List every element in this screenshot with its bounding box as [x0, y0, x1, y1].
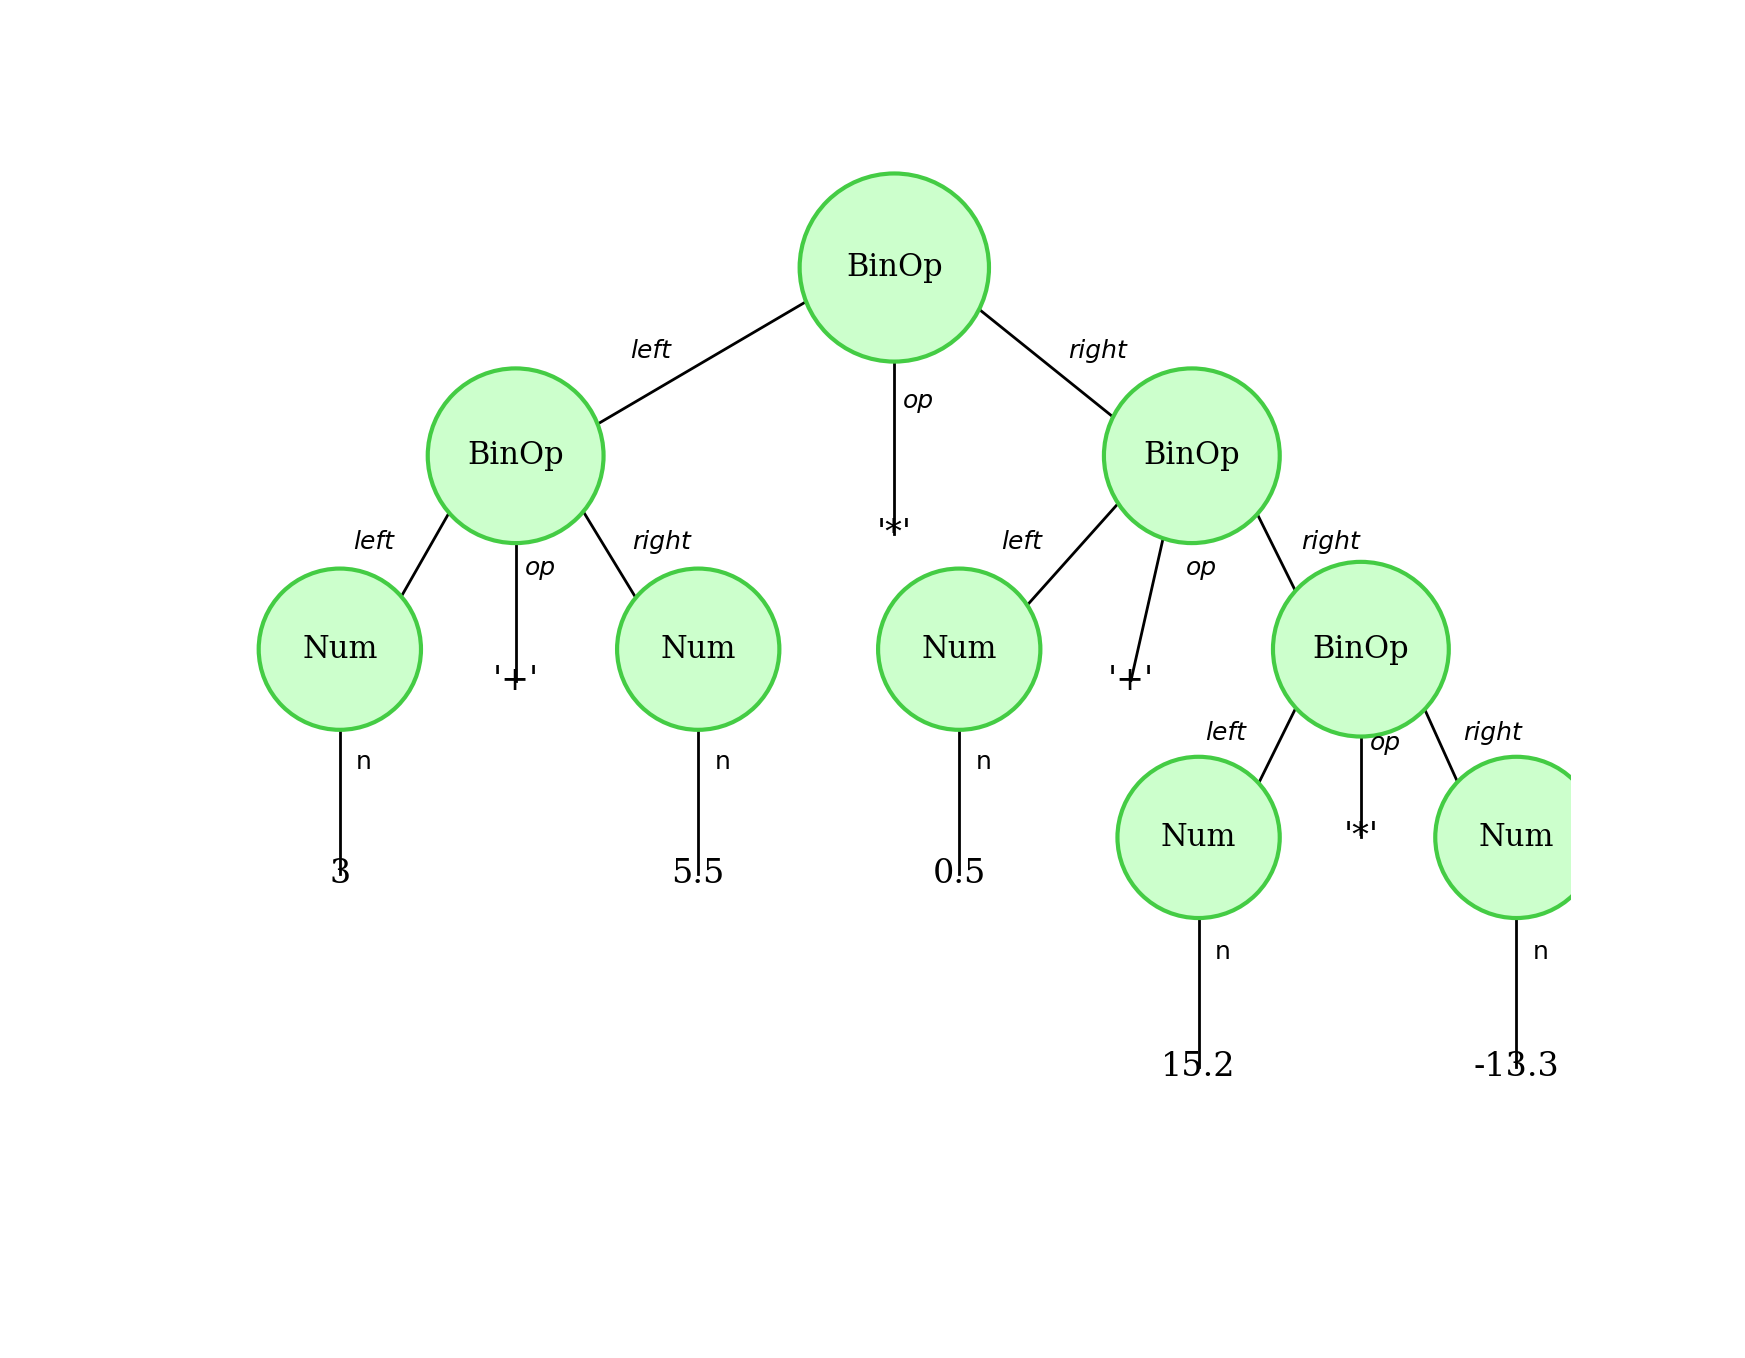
Text: op: op: [904, 388, 934, 413]
Text: '*': '*': [1344, 822, 1379, 853]
Text: Num: Num: [660, 634, 736, 664]
Text: left: left: [630, 340, 672, 363]
Text: right: right: [1302, 530, 1359, 554]
Text: left: left: [1206, 721, 1246, 744]
Text: op: op: [1185, 557, 1216, 580]
Text: n: n: [715, 750, 731, 774]
Text: op: op: [525, 557, 555, 580]
Text: '+': '+': [492, 664, 539, 697]
Ellipse shape: [258, 569, 421, 729]
Ellipse shape: [1117, 756, 1279, 918]
Ellipse shape: [1434, 756, 1597, 918]
Text: 0.5: 0.5: [932, 858, 986, 889]
Text: 3: 3: [330, 858, 351, 889]
Text: Num: Num: [302, 634, 377, 664]
Text: n: n: [356, 750, 372, 774]
Ellipse shape: [618, 569, 780, 729]
Text: -13.3: -13.3: [1473, 1051, 1560, 1084]
Text: left: left: [352, 530, 394, 554]
Text: Num: Num: [1478, 822, 1555, 853]
Text: '*': '*': [876, 519, 913, 550]
Ellipse shape: [878, 569, 1040, 729]
Ellipse shape: [1272, 562, 1448, 736]
Text: Num: Num: [1160, 822, 1237, 853]
Text: left: left: [1002, 530, 1042, 554]
Text: '+': '+': [1108, 664, 1153, 697]
Text: 15.2: 15.2: [1162, 1051, 1235, 1084]
Text: n: n: [1532, 941, 1548, 964]
Text: BinOp: BinOp: [846, 253, 942, 282]
Text: BinOp: BinOp: [1143, 440, 1241, 471]
Text: right: right: [1464, 721, 1522, 744]
Text: n: n: [975, 750, 991, 774]
Text: 5.5: 5.5: [672, 858, 724, 889]
Text: n: n: [1215, 941, 1230, 964]
Ellipse shape: [428, 368, 604, 543]
Ellipse shape: [1105, 368, 1279, 543]
Ellipse shape: [799, 174, 989, 361]
Text: Num: Num: [921, 634, 996, 664]
Text: right: right: [1068, 340, 1127, 363]
Text: right: right: [632, 530, 691, 554]
Text: op: op: [1370, 732, 1401, 755]
Text: BinOp: BinOp: [1312, 634, 1410, 664]
Text: BinOp: BinOp: [468, 440, 564, 471]
